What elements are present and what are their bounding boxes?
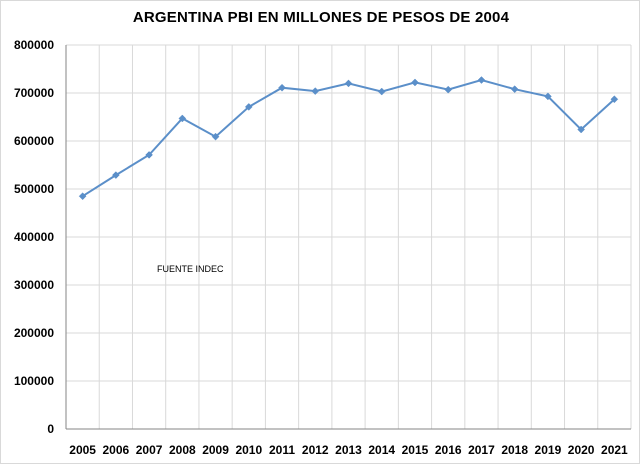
x-tick-label: 2020 [568, 443, 595, 457]
data-point [111, 171, 120, 179]
x-tick-label: 2014 [368, 443, 395, 457]
data-point [278, 83, 286, 92]
x-tick-label: 2016 [435, 443, 462, 457]
x-tick-label: 2009 [202, 443, 229, 457]
x-tick-label: 2007 [136, 443, 163, 457]
x-tick-label: 2011 [269, 443, 295, 457]
data-point [477, 76, 486, 84]
x-tick-label: 2019 [535, 443, 562, 457]
data-point [211, 132, 220, 141]
y-tick-label: 300000 [14, 278, 54, 292]
data-point [344, 79, 353, 88]
x-tick-label: 2012 [302, 443, 329, 457]
data-point [411, 78, 419, 87]
data-point [178, 114, 187, 123]
x-tick-label: 2018 [501, 443, 528, 457]
series-line [82, 78, 616, 198]
x-tick-label: 2008 [169, 443, 196, 457]
y-tick-label: 600000 [14, 134, 54, 148]
x-tick-label: 2013 [335, 443, 362, 457]
y-tick-label: 100000 [14, 374, 54, 388]
data-point [610, 95, 619, 104]
data-point [577, 125, 586, 134]
x-tick-label: 2006 [103, 443, 130, 457]
x-tick-label: 2010 [235, 443, 262, 457]
data-point [510, 85, 519, 94]
y-tick-label: 700000 [14, 86, 54, 100]
x-tick-label: 2005 [69, 443, 96, 457]
y-tick-label: 800000 [14, 38, 54, 52]
data-point [145, 151, 153, 159]
data-point [311, 87, 320, 95]
x-tick-label: 2021 [601, 443, 628, 457]
y-tick-label: 500000 [14, 182, 54, 196]
data-point [377, 87, 386, 96]
data-point [244, 103, 253, 111]
y-tick-label: 0 [47, 422, 54, 436]
data-point [444, 85, 453, 94]
y-tick-label: 400000 [14, 230, 54, 244]
x-tick-label: 2017 [468, 443, 495, 457]
data-point [78, 192, 87, 201]
annotation-label: FUENTE INDEC [157, 264, 224, 274]
data-point [544, 92, 552, 101]
x-tick-label: 2015 [402, 443, 429, 457]
y-tick-label: 200000 [14, 326, 54, 340]
chart-title: ARGENTINA PBI EN MILLONES DE PESOS DE 20… [132, 9, 510, 26]
